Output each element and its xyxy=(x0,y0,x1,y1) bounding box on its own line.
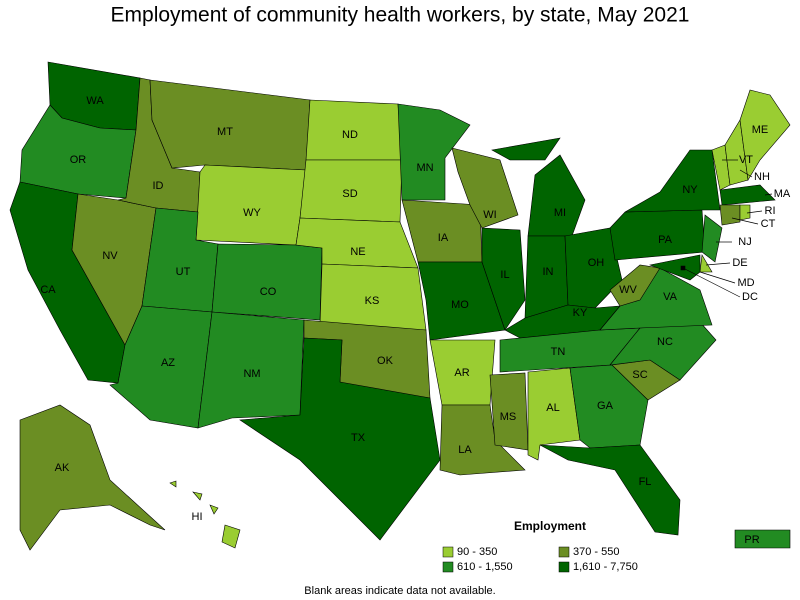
state-label: PR xyxy=(744,534,759,546)
state-region xyxy=(481,227,526,331)
leader-line xyxy=(699,271,736,284)
legend-title: Employment xyxy=(514,519,586,533)
state-region xyxy=(564,227,623,309)
state-region xyxy=(221,524,241,549)
state-region xyxy=(719,204,741,226)
state-region xyxy=(739,204,751,221)
state-label: VA xyxy=(663,291,678,303)
state-region xyxy=(197,311,305,429)
legend-label: 1,610 - 7,750 xyxy=(573,561,638,573)
state-region xyxy=(719,184,776,206)
state-label: ND xyxy=(342,129,358,141)
state-label: KS xyxy=(365,295,380,307)
state-label: KY xyxy=(573,307,588,319)
state-label: NC xyxy=(657,336,673,348)
state-label: UT xyxy=(176,266,191,278)
state-label: AL xyxy=(546,402,559,414)
state-label: WV xyxy=(619,284,637,296)
state-region xyxy=(624,149,721,213)
state-region xyxy=(209,504,219,515)
state-label: MT xyxy=(217,126,233,138)
state-label: AZ xyxy=(161,357,175,369)
state-label: MO xyxy=(451,299,469,311)
state-label: NJ xyxy=(738,236,751,248)
state-label: ME xyxy=(752,124,769,136)
state-label: PA xyxy=(658,234,673,246)
legend-swatch xyxy=(442,546,454,558)
state-region xyxy=(734,529,791,549)
state-region xyxy=(439,404,526,476)
state-label: NM xyxy=(243,368,260,380)
state-label: MD xyxy=(737,277,754,289)
state-labels: WA OR CA NV ID MT WY UT CO AZ NM ND SD NE KS OK TX MN IA MO… xyxy=(40,95,791,546)
state-region xyxy=(527,154,586,237)
state-label: NY xyxy=(682,184,698,196)
leader-line xyxy=(682,267,741,298)
state-label: ID xyxy=(153,180,164,192)
state-label: NV xyxy=(102,250,118,262)
leader-line xyxy=(764,193,773,196)
state-label: NH xyxy=(754,171,770,183)
state-label: LA xyxy=(458,444,472,456)
state-label: RI xyxy=(765,205,776,217)
leader-lines xyxy=(682,159,773,298)
state-region xyxy=(417,261,506,341)
states xyxy=(9,61,791,551)
state-label: CA xyxy=(40,284,56,296)
state-label: AK xyxy=(55,462,70,474)
state-region xyxy=(539,444,681,536)
state-label: WA xyxy=(86,95,104,107)
state-label: FL xyxy=(639,476,652,488)
state-region xyxy=(211,243,323,321)
state-label: MN xyxy=(416,162,433,174)
state-label: SD xyxy=(342,188,357,200)
state-region xyxy=(192,491,203,501)
state-label: OH xyxy=(588,257,605,269)
state-region xyxy=(699,254,713,273)
leader-line xyxy=(731,217,759,225)
legend-swatch xyxy=(558,546,570,558)
legend: 90 - 350 370 - 550 610 - 1,550 1,610 - 7,75… xyxy=(442,546,638,573)
state-label: GA xyxy=(597,400,614,412)
legend-label: 610 - 1,550 xyxy=(457,561,513,573)
legend-swatch xyxy=(442,561,454,573)
state-label: OR xyxy=(70,154,87,166)
state-region xyxy=(239,337,441,541)
state-label: CO xyxy=(260,286,277,298)
state-label: DE xyxy=(732,257,747,269)
state-region xyxy=(19,404,166,551)
state-label: OK xyxy=(377,355,394,367)
legend-swatch xyxy=(558,561,570,573)
leader-line xyxy=(739,169,753,178)
state-label: WI xyxy=(483,209,496,221)
state-label: IA xyxy=(438,232,449,244)
state-label: TX xyxy=(351,432,366,444)
state-label: WY xyxy=(243,207,261,219)
state-label: IN xyxy=(543,266,554,278)
leader-line xyxy=(705,262,731,266)
state-region xyxy=(739,89,791,181)
state-label: NE xyxy=(350,246,365,258)
state-label: MI xyxy=(554,207,566,219)
state-label: MS xyxy=(500,411,517,423)
state-label: IL xyxy=(500,269,509,281)
state-region xyxy=(701,214,723,263)
legend-label: 90 - 350 xyxy=(457,546,497,558)
legend-label: 370 - 550 xyxy=(573,546,619,558)
state-label: TN xyxy=(551,346,566,358)
state-region xyxy=(491,137,561,161)
state-region xyxy=(195,164,307,246)
state-label: VT xyxy=(739,154,753,166)
map-title: Employment of community health workers, … xyxy=(111,4,690,27)
state-label: MA xyxy=(774,188,791,200)
leader-line xyxy=(746,210,763,214)
state-region xyxy=(169,480,177,488)
state-label: HI xyxy=(192,511,203,523)
state-label: DC xyxy=(742,291,758,303)
state-label: SC xyxy=(632,369,647,381)
state-label: AR xyxy=(454,367,469,379)
state-label: CT xyxy=(761,218,776,230)
footnote: Blank areas indicate data not available. xyxy=(304,585,495,597)
